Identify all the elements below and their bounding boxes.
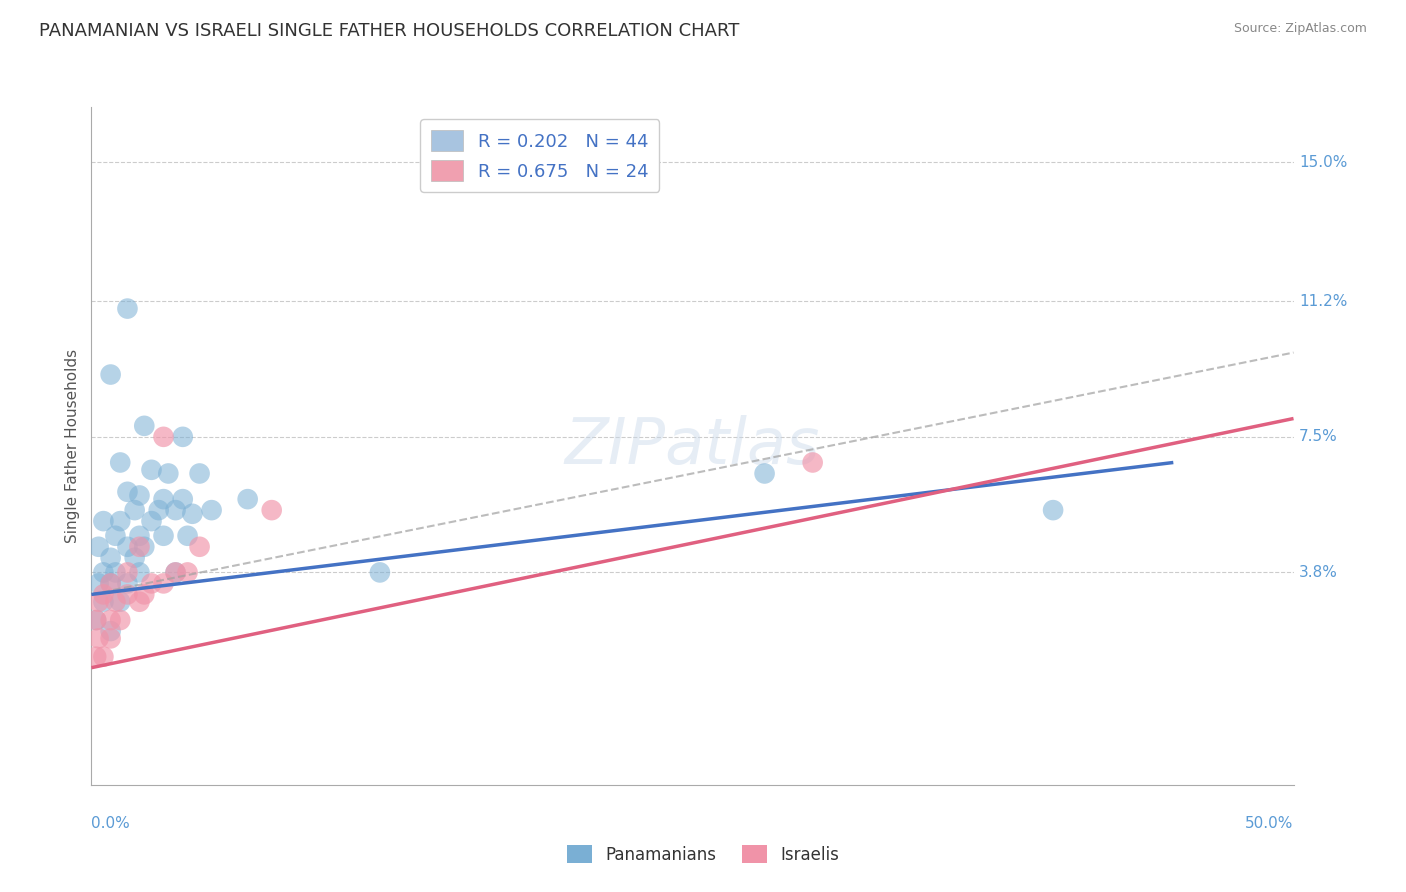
Legend: R = 0.202   N = 44, R = 0.675   N = 24: R = 0.202 N = 44, R = 0.675 N = 24 [420,120,659,192]
Point [141,463,163,477]
Point [93,595,115,609]
Point [754,467,776,481]
Point [100,624,122,638]
Point [1042,503,1064,517]
Point [110,595,132,609]
Point [100,576,122,591]
Point [117,484,139,499]
Point [87,595,110,609]
Point [100,613,122,627]
Point [93,649,115,664]
Point [165,566,187,580]
Point [148,503,170,517]
Point [368,566,391,580]
Point [128,488,150,502]
Point [110,514,132,528]
Point [165,566,187,580]
Point [124,550,146,565]
Point [87,540,110,554]
Point [152,529,174,543]
Point [141,576,163,591]
Point [117,587,139,601]
Point [93,514,115,528]
Point [100,550,122,565]
Text: ZIPatlas: ZIPatlas [565,415,820,477]
Point [172,492,194,507]
Point [100,632,122,646]
Point [110,455,132,469]
Point [110,613,132,627]
Point [128,529,150,543]
Point [128,566,150,580]
Point [87,576,110,591]
Point [157,467,180,481]
Point [236,492,259,507]
Text: 15.0%: 15.0% [1299,154,1347,169]
Point [93,587,115,601]
Point [176,529,198,543]
Point [128,540,150,554]
Point [200,503,222,517]
Text: Source: ZipAtlas.com: Source: ZipAtlas.com [1233,22,1367,36]
Point [104,529,127,543]
Point [188,540,211,554]
Point [128,595,150,609]
Point [172,430,194,444]
Point [165,503,187,517]
Point [104,595,127,609]
Text: PANAMANIAN VS ISRAELI SINGLE FATHER HOUSEHOLDS CORRELATION CHART: PANAMANIAN VS ISRAELI SINGLE FATHER HOUS… [39,22,740,40]
Legend: Panamanians, Israelis: Panamanians, Israelis [561,838,845,871]
Text: 7.5%: 7.5% [1299,429,1339,444]
Point [117,540,139,554]
Point [134,418,156,433]
Point [117,566,139,580]
Point [188,467,211,481]
Text: 50.0%: 50.0% [1246,816,1294,831]
Point [93,566,115,580]
Point [100,576,122,591]
Text: 0.0%: 0.0% [91,816,131,831]
Point [134,540,156,554]
Point [260,503,283,517]
Point [124,503,146,517]
Point [176,566,198,580]
Point [801,455,824,469]
Text: 11.2%: 11.2% [1299,293,1347,309]
Point [104,566,127,580]
Point [87,632,110,646]
Point [84,613,107,627]
Y-axis label: Single Father Households: Single Father Households [65,349,80,543]
Point [117,301,139,316]
Point [152,492,174,507]
Point [181,507,204,521]
Point [117,576,139,591]
Point [84,613,107,627]
Point [152,576,174,591]
Point [152,430,174,444]
Point [84,649,107,664]
Point [100,368,122,382]
Point [134,587,156,601]
Point [141,514,163,528]
Text: 3.8%: 3.8% [1299,565,1339,580]
